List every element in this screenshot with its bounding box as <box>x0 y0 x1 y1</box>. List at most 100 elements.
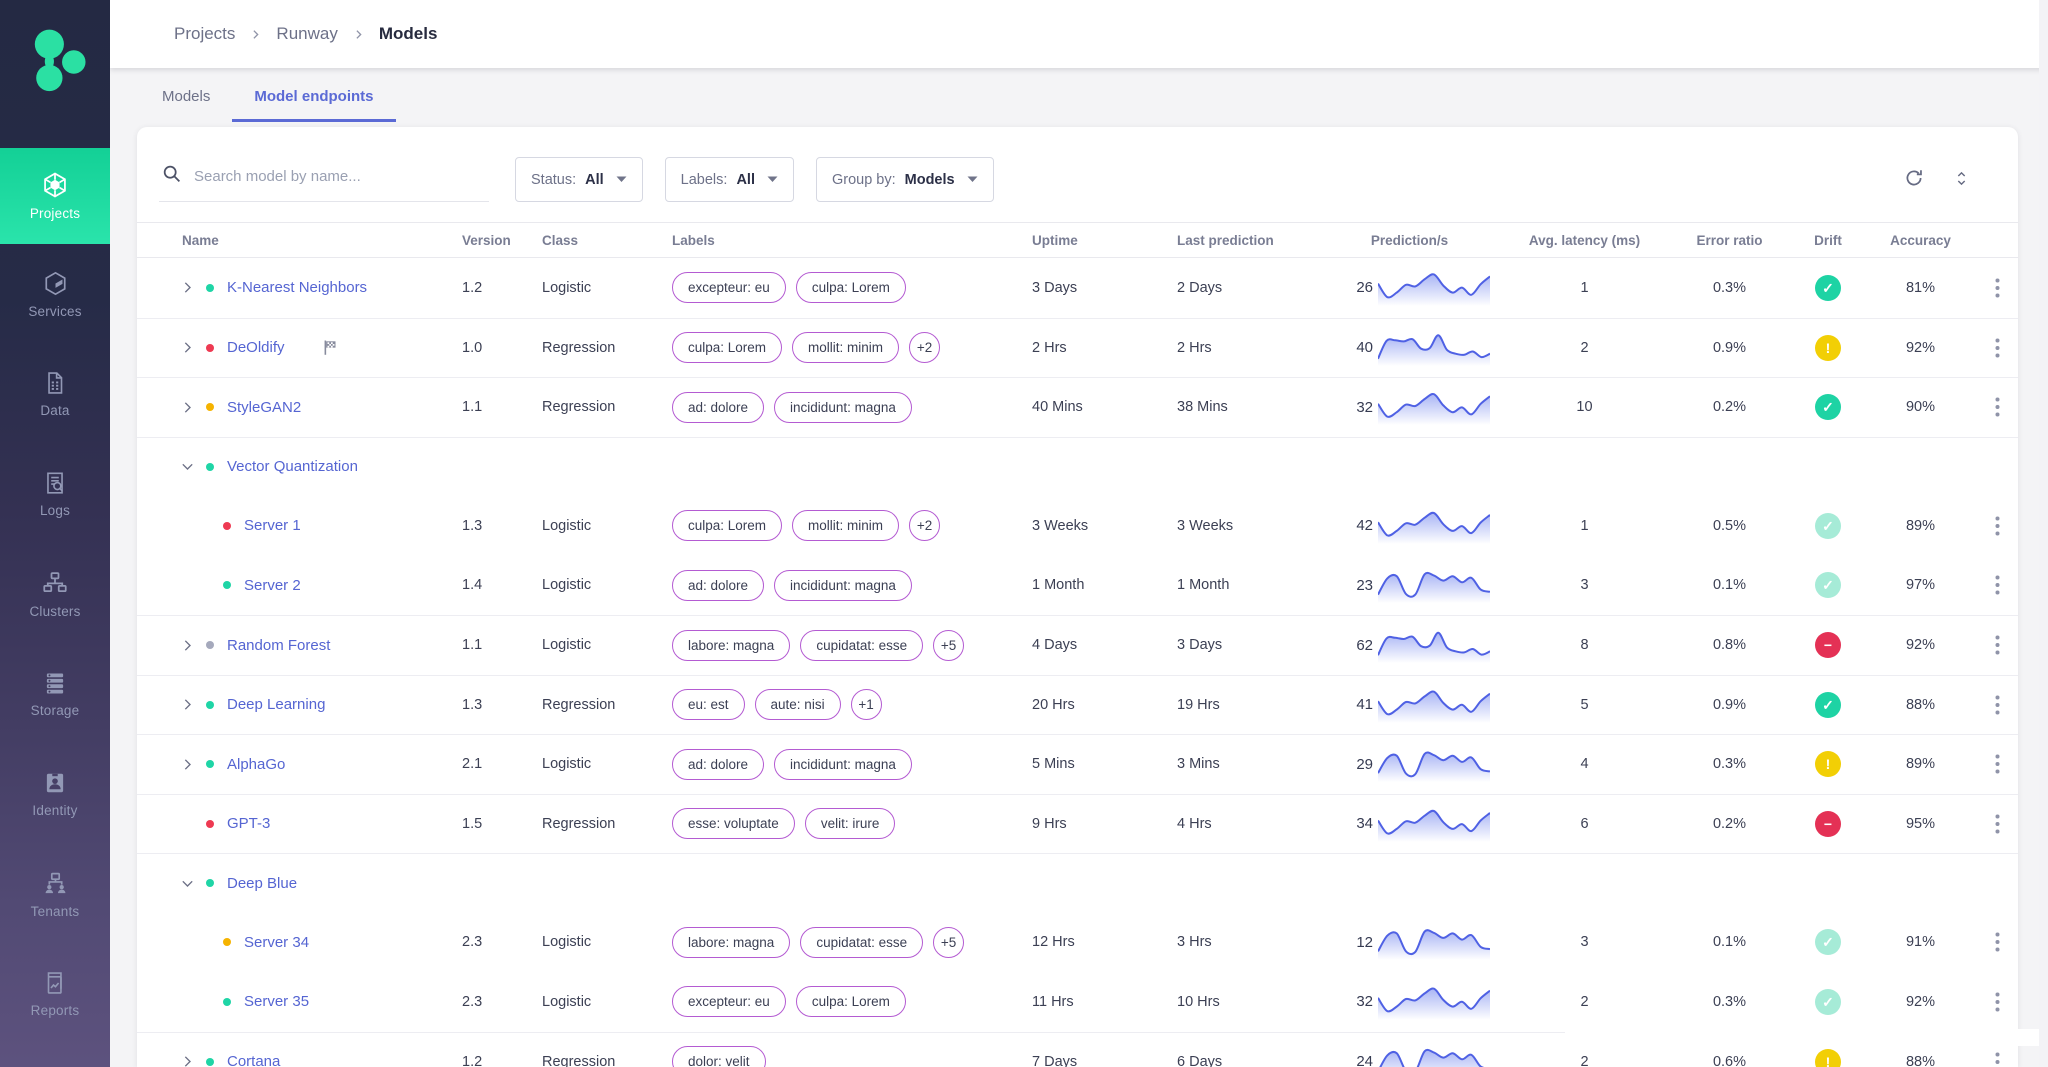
model-name-link[interactable]: K-Nearest Neighbors <box>227 279 368 297</box>
model-name-link[interactable]: Deep Blue <box>227 874 298 892</box>
tab-model-endpoints[interactable]: Model endpoints <box>232 68 396 122</box>
sidebar-item-identity[interactable]: Identity <box>0 744 110 844</box>
labels-more-pill[interactable]: +5 <box>933 926 965 958</box>
filter-dropdown-status[interactable]: Status: All <box>515 157 643 202</box>
dropdown-value: All <box>736 171 755 188</box>
labels-more-pill[interactable]: +1 <box>850 689 882 721</box>
label-pill[interactable]: mollit: minim <box>792 332 900 364</box>
row-menu-button[interactable] <box>1983 1047 2013 1067</box>
model-name-link[interactable]: Server 34 <box>244 933 310 951</box>
row-menu-button[interactable] <box>1983 392 2013 422</box>
sidebar-item-projects[interactable]: Projects <box>0 148 110 244</box>
cell-last-prediction: 3 Days <box>1177 637 1223 654</box>
label-pill[interactable]: labore: magna <box>672 926 791 958</box>
row-menu-button[interactable] <box>1983 273 2013 303</box>
chevron-right-icon[interactable] <box>180 400 206 415</box>
chevron-down-icon[interactable] <box>180 459 206 474</box>
cell-version: 1.1 <box>462 637 483 654</box>
tenants-icon <box>42 870 69 897</box>
label-pill[interactable]: labore: magna <box>672 629 791 661</box>
cell-actions <box>1972 630 2018 660</box>
chevron-right-icon[interactable] <box>180 280 206 295</box>
row-menu-button[interactable] <box>1983 809 2013 839</box>
unfold-more-button[interactable] <box>1953 169 1970 191</box>
labels-more-pill[interactable]: +5 <box>933 629 965 661</box>
table-row: Cortana 1.2 Regression dolor: velit 7 Days 6 … <box>137 1031 2018 1067</box>
chevron-right-icon[interactable] <box>180 757 206 772</box>
predictions-value: 12 <box>1356 933 1373 951</box>
sidebar-item-storage[interactable]: Storage <box>0 644 110 744</box>
sidebar-item-clusters[interactable]: Clusters <box>0 544 110 644</box>
chevron-right-icon[interactable] <box>180 1054 206 1067</box>
predictions-value: 42 <box>1356 517 1373 535</box>
label-pill[interactable]: incididunt: magna <box>774 569 912 601</box>
label-pill[interactable]: dolor: velit <box>672 1046 766 1067</box>
sidebar-item-tenants[interactable]: Tenants <box>0 844 110 944</box>
label-pill[interactable]: incididunt: magna <box>774 748 912 780</box>
model-name-link[interactable]: Vector Quantization <box>227 458 358 476</box>
sidebar-item-reports[interactable]: Reports <box>0 944 110 1044</box>
label-pill[interactable]: ad: dolore <box>672 391 765 423</box>
filter-dropdown-group-by[interactable]: Group by: Models <box>815 157 994 202</box>
model-name-link[interactable]: Server 2 <box>244 576 301 594</box>
search-input[interactable] <box>194 167 487 185</box>
chevron-right-icon[interactable] <box>180 340 206 355</box>
labels-more-pill[interactable]: +2 <box>909 332 941 364</box>
label-pill[interactable]: cupidatat: esse <box>800 629 924 661</box>
model-name-link[interactable]: Server 35 <box>244 993 310 1011</box>
label-pill[interactable]: excepteur: eu <box>672 986 786 1018</box>
sidebar-item-services[interactable]: Services <box>0 244 110 344</box>
cell-actions <box>1972 987 2018 1017</box>
model-name-link[interactable]: Server 1 <box>244 517 301 535</box>
search-box[interactable] <box>159 157 489 202</box>
model-name-link[interactable]: Cortana <box>227 1053 281 1067</box>
page-scrollbar[interactable] <box>2039 0 2048 1067</box>
label-pill[interactable]: excepteur: eu <box>672 272 786 304</box>
label-pill[interactable]: ad: dolore <box>672 569 765 601</box>
model-name-link[interactable]: Random Forest <box>227 636 331 654</box>
row-menu-button[interactable] <box>1983 690 2013 720</box>
label-pill[interactable]: cupidatat: esse <box>800 926 924 958</box>
model-name-link[interactable]: DeOldify <box>227 339 285 357</box>
cell-error-ratio: 0.1% <box>1712 577 1747 594</box>
app-logo[interactable] <box>0 0 110 128</box>
refresh-button[interactable] <box>1903 167 1925 192</box>
tab-models[interactable]: Models <box>162 88 211 105</box>
sidebar-item-data[interactable]: Data <box>0 344 110 444</box>
label-pill[interactable]: esse: voluptate <box>672 808 795 840</box>
breadcrumb-item-runway[interactable]: Runway <box>276 24 338 43</box>
row-menu-button[interactable] <box>1983 630 2013 660</box>
label-pill[interactable]: incididunt: magna <box>774 391 912 423</box>
breadcrumb-item-projects[interactable]: Projects <box>174 24 236 43</box>
chevron-right-icon[interactable] <box>180 638 206 653</box>
model-name-link[interactable]: Deep Learning <box>227 696 326 714</box>
row-menu-button[interactable] <box>1983 333 2013 363</box>
label-pill[interactable]: culpa: Lorem <box>672 510 783 542</box>
row-menu-button[interactable] <box>1983 511 2013 541</box>
label-pill[interactable]: velit: irure <box>804 808 896 840</box>
sidebar-item-logs[interactable]: Logs <box>0 444 110 544</box>
chevron-right-icon[interactable] <box>180 697 206 712</box>
labels-more-pill[interactable]: +2 <box>909 510 941 542</box>
row-menu-button[interactable] <box>1983 749 2013 779</box>
label-pill[interactable]: eu: est <box>672 689 745 721</box>
sidebar-item-label: Tenants <box>30 903 80 919</box>
label-pill[interactable]: culpa: Lorem <box>795 272 906 304</box>
label-pill[interactable]: aute: nisi <box>754 689 841 721</box>
model-name-link[interactable]: AlphaGo <box>227 755 286 773</box>
model-name-link[interactable]: StyleGAN2 <box>227 398 302 416</box>
filter-dropdown-labels[interactable]: Labels: All <box>664 157 794 202</box>
row-menu-button[interactable] <box>1983 570 2013 600</box>
label-pill[interactable]: mollit: minim <box>792 510 900 542</box>
label-pill[interactable]: culpa: Lorem <box>672 332 783 364</box>
row-menu-button[interactable] <box>1983 927 2013 957</box>
cell-error-ratio: 0.2% <box>1712 815 1747 832</box>
model-name-link[interactable]: GPT-3 <box>227 815 271 833</box>
cell-drift: ✓ <box>1787 691 1869 718</box>
cell-name: Server 34 <box>137 934 457 951</box>
breadcrumb-item-models: Models <box>378 24 438 43</box>
label-pill[interactable]: culpa: Lorem <box>795 986 906 1018</box>
label-pill[interactable]: ad: dolore <box>672 748 765 780</box>
chevron-down-icon[interactable] <box>180 876 206 891</box>
row-menu-button[interactable] <box>1983 987 2013 1017</box>
